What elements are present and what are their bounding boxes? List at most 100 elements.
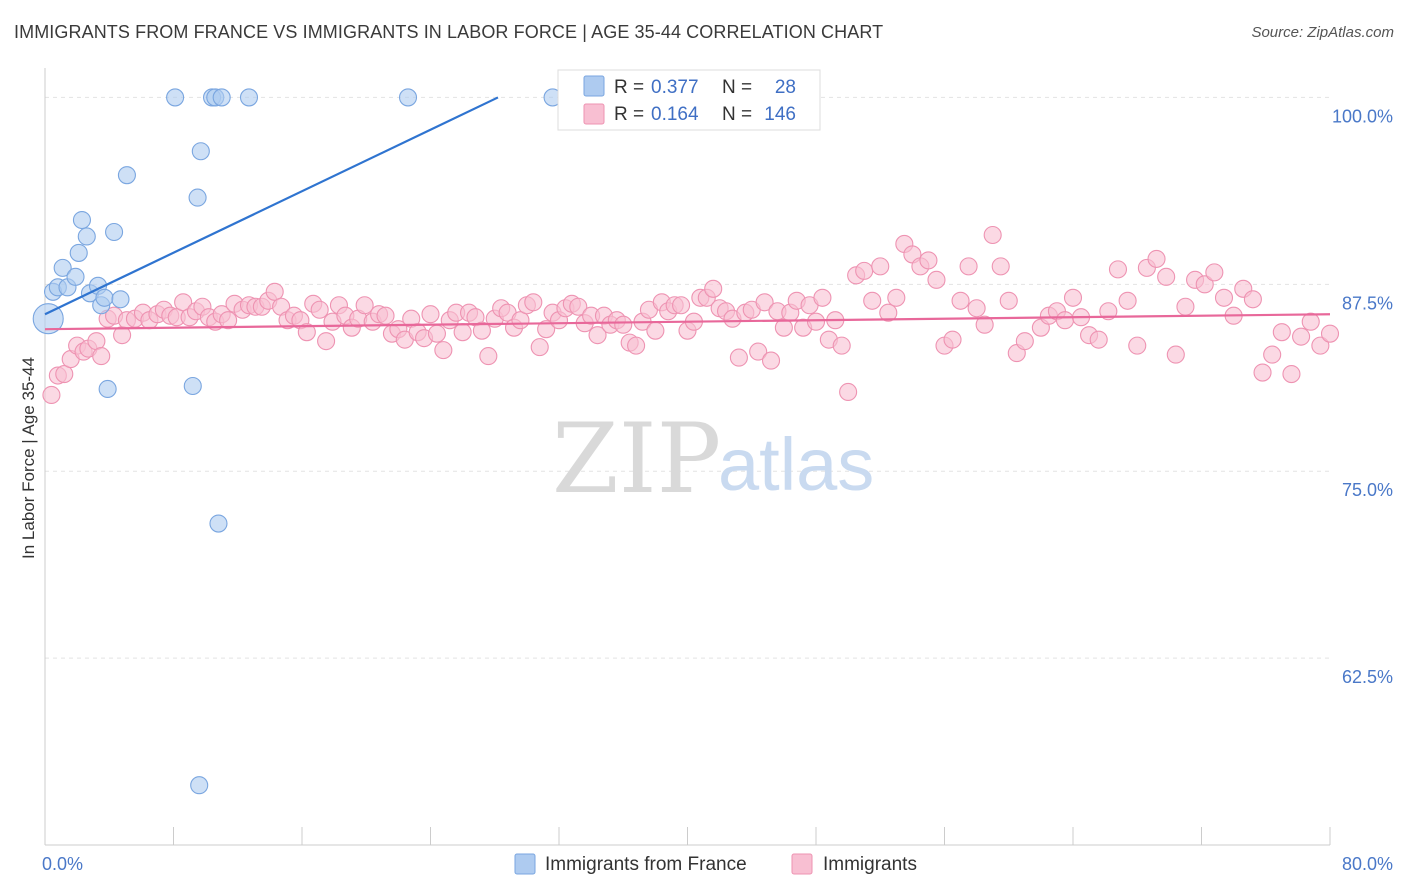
immigrants-point-81: [569, 297, 588, 316]
immigrants-point-165: [1205, 263, 1224, 282]
legend: R = 0.377 N = 28 R = 0.164 N = 146: [557, 69, 821, 131]
france-point-3: [53, 258, 72, 277]
immigrants-point-27: [219, 311, 238, 330]
immigrants-point-128: [879, 303, 898, 322]
france-point-15: [111, 290, 130, 309]
immigrants-point-166: [1214, 288, 1234, 307]
immigrants-point-161: [1166, 345, 1185, 364]
immigrants-trend-line: [44, 313, 1331, 331]
immigrants-point-137: [951, 291, 970, 310]
immigrants-point-133: [919, 251, 938, 270]
watermark-zip: ZIP: [552, 403, 721, 515]
immigrants-point-139: [967, 299, 986, 318]
y-tick-label-0: 100.0%: [1332, 106, 1393, 126]
chart-title: IMMIGRANTS FROM FRANCE VS IMMIGRANTS IN …: [14, 22, 884, 42]
immigrants-point-84: [588, 326, 607, 345]
immigrants-point-111: [761, 351, 781, 370]
immigrants-point-160: [1157, 267, 1176, 286]
france-point-20: [191, 142, 210, 161]
y-tick-label-1: 87.5%: [1342, 293, 1393, 313]
immigrants-point-154: [1099, 302, 1118, 321]
immigrants-point-59: [427, 324, 446, 343]
immigrants-point-106: [729, 348, 748, 367]
immigrants-point-48: [355, 296, 374, 315]
immigrants-point-169: [1243, 290, 1262, 309]
immigrants-point-75: [530, 338, 549, 357]
france-point-18: [183, 376, 202, 396]
immigrants-point-34: [265, 282, 284, 301]
legend-r-label-0: R =: [614, 77, 644, 98]
y-tick-label-2: 75.0%: [1342, 480, 1393, 500]
france-point-23: [209, 514, 228, 533]
y-axis-label: In Labor Force | Age 35-44: [19, 357, 38, 559]
legend-r-label-1: R =: [614, 104, 644, 125]
france-point-24: [212, 88, 231, 107]
france-point-26: [398, 88, 418, 107]
x-tick-labels: 0.0% 80.0%: [42, 854, 1393, 874]
immigrants-point-175: [1301, 312, 1320, 331]
bottom-legend: Immigrants from France Immigrants: [514, 853, 917, 875]
trend-lines: [44, 96, 1331, 331]
legend-n-value-0: 28: [775, 77, 796, 98]
immigrants-point-174: [1292, 327, 1311, 346]
immigrants-point-134: [927, 270, 946, 289]
immigrants-point-88: [614, 315, 633, 334]
legend-n-value-1: 146: [764, 104, 796, 125]
france-point-5: [66, 267, 85, 286]
immigrants-point-176: [1311, 336, 1330, 355]
immigrants-point-90: [627, 336, 646, 355]
immigrants-point-2: [55, 364, 74, 384]
legend-r-value-1: 0.164: [651, 104, 699, 125]
france-point-19: [188, 188, 207, 207]
immigrants-point-110: [755, 293, 774, 312]
legend-n-label-0: N =: [722, 77, 752, 98]
immigrants-point-60: [434, 341, 453, 360]
immigrants-point-118: [806, 312, 826, 331]
immigrants-point-126: [863, 291, 882, 310]
france-point-25: [239, 88, 259, 107]
immigrants-point-74: [524, 293, 543, 312]
immigrants-point-125: [855, 261, 874, 280]
source-credit: Source: ZipAtlas.com: [1251, 24, 1394, 41]
immigrants-point-143: [999, 291, 1018, 310]
immigrants-point-177: [1320, 324, 1340, 343]
immigrants-point-119: [813, 288, 832, 307]
immigrants-point-7: [87, 332, 106, 351]
immigrants-point-66: [472, 321, 491, 340]
immigrants-point-41: [310, 300, 329, 319]
legend-r-value-0: 0.377: [651, 77, 699, 98]
legend-swatch-blue: [583, 75, 605, 97]
immigrants-point-140: [975, 315, 994, 334]
immigrants-point-170: [1253, 363, 1272, 382]
immigrants-point-122: [832, 336, 851, 355]
immigrants-point-171: [1263, 345, 1282, 364]
legend-swatch-pink: [583, 103, 605, 125]
immigrants-point-155: [1108, 260, 1128, 279]
immigrants-point-58: [421, 305, 440, 324]
immigrants-point-157: [1128, 336, 1147, 355]
immigrants-point-42: [317, 332, 336, 351]
immigrants-point-159: [1147, 249, 1166, 268]
immigrants-point-51: [376, 306, 395, 325]
france-trend-line: [44, 96, 499, 316]
immigrants-point-156: [1118, 291, 1137, 310]
bottom-legend-swatch-blue: [514, 853, 536, 875]
legend-n-label-1: N =: [722, 104, 752, 125]
grid-lines: [45, 96, 1330, 659]
immigrants-point-138: [959, 257, 978, 276]
immigrants-point-97: [672, 296, 691, 315]
watermark-atlas: atlas: [718, 423, 874, 506]
france-point-17: [166, 88, 185, 107]
immigrants-point-164: [1195, 275, 1214, 294]
immigrants-point-173: [1282, 364, 1301, 384]
immigrants-point-0: [42, 385, 61, 405]
watermark: ZIP atlas: [552, 403, 874, 515]
immigrants-point-67: [479, 347, 498, 366]
france-point-16: [117, 166, 136, 185]
series-immigrants: [42, 225, 1340, 405]
immigrants-point-127: [871, 257, 890, 276]
immigrants-point-63: [453, 323, 472, 342]
immigrants-point-93: [646, 321, 665, 340]
immigrants-point-150: [1063, 288, 1083, 307]
